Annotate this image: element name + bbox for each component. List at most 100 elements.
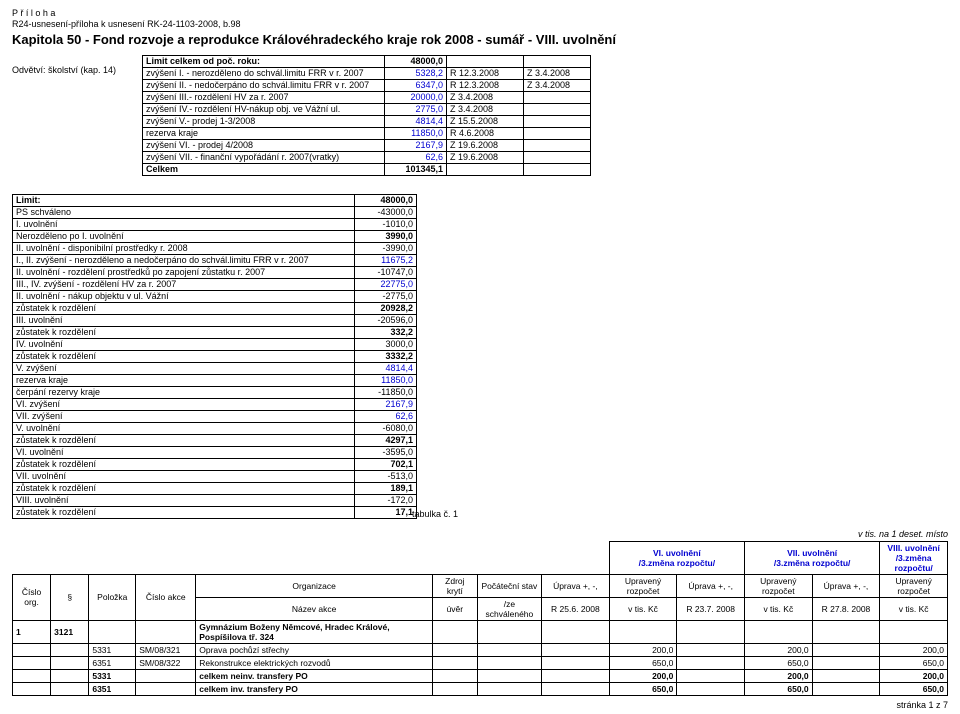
- table-cell: [677, 643, 745, 656]
- top-table-cell: zvýšení V.- prodej 1-3/2008: [143, 115, 385, 127]
- table-cell: celkem neinv. transfery PO: [196, 669, 433, 682]
- top-table-cell: Limit celkem od poč. roku:: [143, 55, 385, 67]
- table-cell: 650,0: [745, 682, 813, 695]
- summary-label-cell: zůstatek k rozdělení: [13, 482, 355, 494]
- table-cell: Gymnázium Boženy Němcové, Hradec Králové…: [196, 620, 433, 643]
- summary-value-cell: 11675,2: [355, 254, 417, 266]
- table-cell: [136, 669, 196, 682]
- table-cell: [51, 682, 89, 695]
- top-table-cell: 2167,9: [385, 139, 447, 151]
- summary-label-cell: čerpání rezervy kraje: [13, 386, 355, 398]
- summary-label-cell: VII. uvolnění: [13, 470, 355, 482]
- summary-value-cell: -2775,0: [355, 290, 417, 302]
- table-cell: [812, 620, 880, 643]
- column-header: Úprava +, -,: [677, 574, 745, 597]
- table-cell: [433, 656, 478, 669]
- summary-value-cell: 332,2: [355, 326, 417, 338]
- table-cell: 5331: [89, 643, 136, 656]
- table-cell: [136, 682, 196, 695]
- column-header: Zdroj krytí: [433, 574, 478, 597]
- summary-value-cell: -3990,0: [355, 242, 417, 254]
- table-cell: 3121: [51, 620, 89, 643]
- summary-value-cell: 2167,9: [355, 398, 417, 410]
- summary-label-cell: VI. uvolnění: [13, 446, 355, 458]
- table-cell: 200,0: [745, 643, 813, 656]
- top-table-cell: [524, 103, 591, 115]
- table-cell: [745, 620, 813, 643]
- column-header: Počáteční stav: [477, 574, 541, 597]
- group-header: VI. uvolnění/3.změna rozpočtu/: [609, 541, 744, 574]
- top-table-cell: rezerva kraje: [143, 127, 385, 139]
- summary-value-cell: 702,1: [355, 458, 417, 470]
- summary-value-cell: 3990,0: [355, 230, 417, 242]
- top-table-cell: Celkem: [143, 163, 385, 175]
- table-cell: 6351: [89, 682, 136, 695]
- column-header: Organizace: [196, 574, 433, 597]
- table-cell: [812, 656, 880, 669]
- column-header: Úprava +, -,: [812, 574, 880, 597]
- table-cell: [51, 669, 89, 682]
- top-table-cell: 5328,2: [385, 67, 447, 79]
- summary-label-cell: II. uvolnění - nákup objektu v ul. Vážní: [13, 290, 355, 302]
- summary-label-cell: III. uvolnění: [13, 314, 355, 326]
- page-title: Kapitola 50 - Fond rozvoje a reprodukce …: [12, 32, 948, 47]
- column-header: Číslo org.: [13, 574, 51, 620]
- top-table-cell: zvýšení I. - nerozděleno do schvál.limit…: [143, 67, 385, 79]
- table-cell: [880, 620, 948, 643]
- top-table-cell: Z 19.6.2008: [447, 139, 524, 151]
- top-table-cell: 11850,0: [385, 127, 447, 139]
- summary-label-cell: zůstatek k rozdělení: [13, 458, 355, 470]
- column-header: v tis. Kč: [609, 597, 677, 620]
- top-table-cell: zvýšení IV.- rozdělení HV-nákup obj. ve …: [143, 103, 385, 115]
- summary-label-cell: VIII. uvolnění: [13, 494, 355, 506]
- summary-label-cell: I., II. zvýšení - nerozděleno a nedočerp…: [13, 254, 355, 266]
- table-cell: 6351: [89, 656, 136, 669]
- summary-label-cell: PS schváleno: [13, 206, 355, 218]
- summary-value-cell: 22775,0: [355, 278, 417, 290]
- table-cell: [812, 669, 880, 682]
- summary-label-cell: I. uvolnění: [13, 218, 355, 230]
- table-cell: 650,0: [609, 656, 677, 669]
- summary-value-cell: 48000,0: [355, 194, 417, 206]
- table-cell: SM/08/322: [136, 656, 196, 669]
- table-cell: [477, 643, 541, 656]
- top-table-cell: R 4.6.2008: [447, 127, 524, 139]
- top-table-cell: 20000,0: [385, 91, 447, 103]
- table-cell: [13, 656, 51, 669]
- summary-value-cell: -172,0: [355, 494, 417, 506]
- top-table-cell: R 12.3.2008: [447, 79, 524, 91]
- column-header: /ze schváleného: [477, 597, 541, 620]
- summary-label-cell: V. uvolnění: [13, 422, 355, 434]
- summary-label-cell: VI. zvýšení: [13, 398, 355, 410]
- table-cell: [136, 620, 196, 643]
- top-table-cell: [524, 139, 591, 151]
- column-header: v tis. Kč: [880, 597, 948, 620]
- table-cell: 1: [13, 620, 51, 643]
- top-table-cell: [524, 151, 591, 163]
- summary-value-cell: -11850,0: [355, 386, 417, 398]
- summary-value-cell: -43000,0: [355, 206, 417, 218]
- summary-label-cell: III., IV. zvýšení - rozdělení HV za r. 2…: [13, 278, 355, 290]
- summary-value-cell: -513,0: [355, 470, 417, 482]
- units-note: v tis. na 1 deset. místo: [858, 529, 948, 539]
- summary-label-cell: zůstatek k rozdělení: [13, 350, 355, 362]
- table-cell: [51, 656, 89, 669]
- summary-label-cell: VII. zvýšení: [13, 410, 355, 422]
- table-cell: SM/08/321: [136, 643, 196, 656]
- column-header: Upravený rozpočet: [880, 574, 948, 597]
- summary-value-cell: 4814,4: [355, 362, 417, 374]
- top-table-cell: [524, 127, 591, 139]
- table-cell: [51, 643, 89, 656]
- tabulka-number: tabulka č. 1: [412, 509, 458, 519]
- summary-value-cell: -20596,0: [355, 314, 417, 326]
- summary-value-cell: 3332,2: [355, 350, 417, 362]
- table-cell: 650,0: [880, 656, 948, 669]
- table-cell: 650,0: [609, 682, 677, 695]
- top-table-cell: 6347,0: [385, 79, 447, 91]
- summary-label-cell: zůstatek k rozdělení: [13, 506, 355, 518]
- table-cell: [433, 682, 478, 695]
- summary-label-cell: II. uvolnění - disponibilní prostředky r…: [13, 242, 355, 254]
- table-cell: [542, 620, 610, 643]
- group-header: VII. uvolnění/3.změna rozpočtu/: [745, 541, 880, 574]
- table-cell: [477, 656, 541, 669]
